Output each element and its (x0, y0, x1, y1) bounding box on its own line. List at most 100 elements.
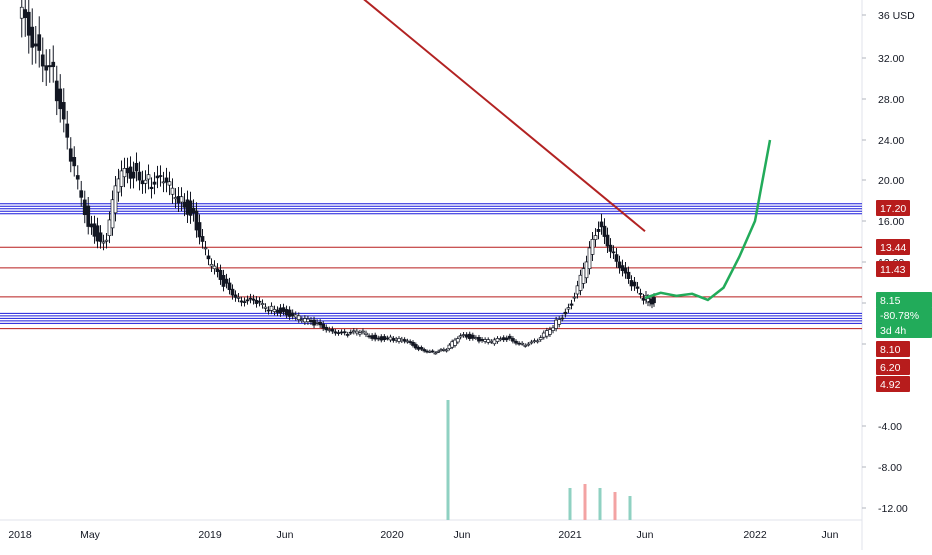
volume-bar (568, 488, 572, 520)
price-tag-label: 11.43 (880, 264, 906, 276)
candle-body (312, 319, 316, 326)
price-tag-label: 3d 4h (880, 325, 906, 337)
candle-body (176, 196, 181, 204)
time-tick-label: 2020 (380, 529, 404, 541)
candle-body (164, 177, 169, 183)
candle-body (290, 312, 295, 317)
candle-body (303, 318, 307, 323)
candle-body (287, 309, 292, 317)
volume-bar (446, 400, 450, 520)
candle-body (422, 349, 427, 352)
candle-body (30, 26, 35, 48)
volume-bar (628, 496, 632, 520)
time-tick-label: Jun (277, 529, 294, 541)
candle-body (614, 254, 619, 262)
candle-body (470, 334, 475, 339)
candle-body (557, 319, 562, 325)
price-tag (876, 359, 910, 375)
candle-body (299, 319, 304, 322)
candle-body (507, 335, 512, 339)
price-tag-label: 6.20 (880, 362, 901, 374)
candle-body (72, 157, 77, 167)
candle-body (523, 344, 528, 347)
candle-body (364, 332, 368, 335)
candle-body (569, 303, 574, 306)
price-tag (876, 239, 910, 255)
candle-body (200, 236, 205, 242)
candle-body (293, 314, 298, 318)
candle-body (242, 301, 247, 303)
candle-body (517, 342, 521, 345)
candle-body (170, 187, 175, 195)
candle-body (433, 352, 438, 355)
price-tick-label: 16.00 (878, 216, 904, 228)
candle-body (511, 338, 515, 342)
candle-body (37, 34, 42, 51)
candle-body (266, 309, 271, 312)
candle-body (95, 225, 100, 242)
price-tag-label: 13.44 (880, 242, 906, 254)
candle-body (125, 167, 130, 174)
candle-body (330, 328, 335, 332)
candle-body (373, 334, 378, 340)
candle-body (464, 334, 469, 338)
candle-body (161, 181, 166, 184)
candle-body (638, 292, 643, 295)
candle-body (155, 175, 160, 179)
candle-body (233, 294, 238, 298)
candle-body (119, 170, 124, 187)
candle-body (134, 162, 139, 172)
candle-body (379, 336, 384, 341)
candle-body (348, 331, 353, 334)
candle-body (248, 297, 253, 300)
price-tick-label: 32.00 (878, 53, 904, 65)
candle-body (140, 180, 145, 185)
price-tag (876, 307, 932, 323)
price-tag (876, 292, 932, 308)
candle-body (122, 168, 127, 178)
candle-body (182, 201, 187, 208)
candle-body (635, 286, 640, 289)
candle-body (626, 271, 631, 279)
candle-body (318, 321, 323, 326)
candle-body (370, 335, 374, 339)
candle-body (128, 166, 133, 179)
candle-body (632, 281, 637, 287)
candle-body (504, 337, 509, 341)
candle-body (82, 199, 87, 216)
candle-body (33, 43, 38, 47)
candle-body (315, 322, 319, 324)
candle-body (578, 274, 583, 291)
candle-body (215, 268, 220, 272)
candle-body (263, 306, 268, 309)
candle-body (137, 171, 142, 181)
candle-body (339, 331, 344, 334)
candle-body (480, 338, 484, 341)
candle-body (275, 309, 280, 313)
candle-body (486, 339, 491, 343)
price-tag (876, 322, 932, 338)
candle-body (498, 338, 503, 341)
candle-body (152, 181, 157, 185)
candle-body (321, 323, 326, 329)
candle-body (47, 65, 52, 68)
candle-body (230, 288, 235, 296)
candle-body (520, 342, 525, 345)
candle-body (455, 338, 460, 343)
candle-body (526, 343, 531, 346)
price-tag-label: 8.15 (880, 295, 901, 307)
candle-body (483, 339, 487, 342)
time-tick-label: 2021 (558, 529, 582, 541)
candle-body (191, 207, 196, 214)
candle-body (272, 309, 277, 312)
candle-body (131, 171, 136, 179)
candle-body (367, 335, 371, 338)
candle-body (444, 349, 449, 352)
candle-body (385, 337, 390, 340)
time-tick-label: Jun (637, 529, 654, 541)
candle-body (26, 11, 31, 36)
candle-body (587, 247, 592, 270)
candle-body (51, 61, 56, 68)
